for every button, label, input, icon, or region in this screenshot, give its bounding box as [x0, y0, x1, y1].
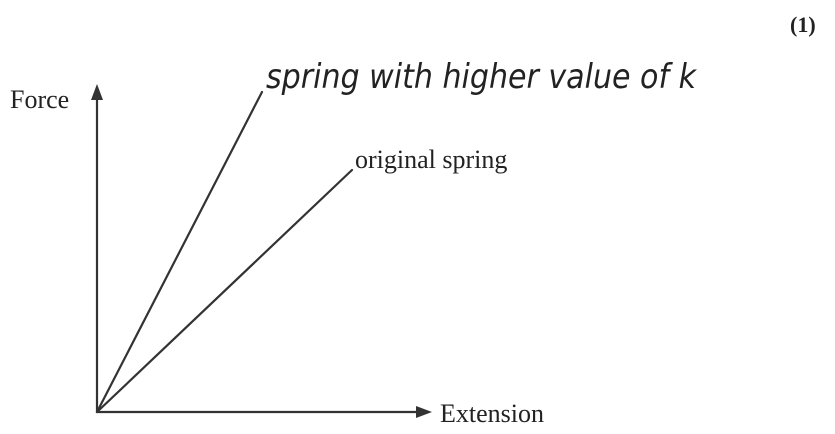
x-axis-arrow	[416, 406, 432, 418]
line-label: original spring	[355, 145, 507, 174]
marks: (1)	[790, 12, 816, 37]
y-axis-label: Force	[10, 85, 69, 114]
original-line	[95, 168, 354, 414]
y-axis-arrow	[91, 84, 103, 100]
handwritten-label: spring with higher value of k	[266, 57, 697, 97]
steep-line	[95, 90, 264, 414]
x-axis-label: Extension	[440, 399, 544, 428]
